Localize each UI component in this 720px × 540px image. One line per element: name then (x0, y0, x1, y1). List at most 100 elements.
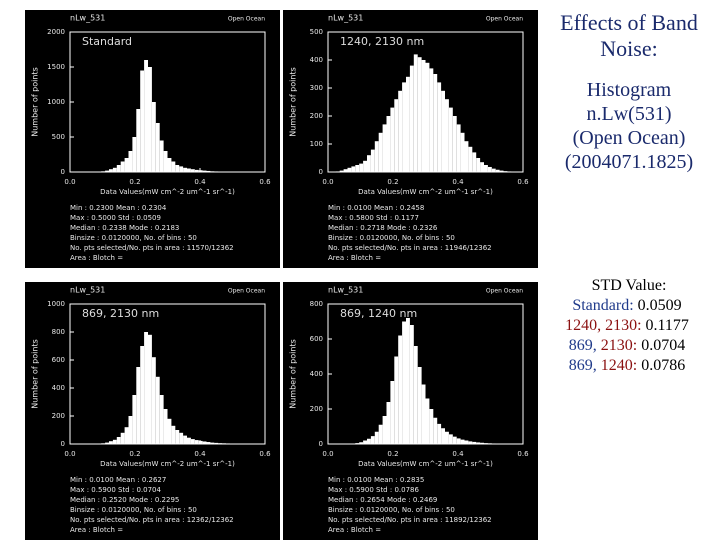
bar (105, 170, 109, 172)
bar (214, 442, 219, 444)
bar (409, 65, 414, 172)
y-tick-label: 800 (310, 300, 323, 308)
panel-subtitle: 1240, 2130 nm (340, 35, 424, 48)
bar (148, 67, 152, 172)
bar (210, 442, 215, 444)
bar (363, 440, 367, 444)
bar (171, 161, 176, 172)
x-tick-label: 0.2 (387, 178, 398, 186)
std-row: Standard: 0.0509 (540, 296, 718, 316)
bar (194, 440, 199, 444)
bar (390, 107, 395, 172)
stats-line: Median : 0.2338 Mode : 0.2183 (70, 224, 179, 232)
bar (140, 346, 145, 444)
bar (480, 442, 484, 444)
stats-line: Max : 0.5900 Std : 0.0786 (328, 486, 419, 494)
plot-frame (69, 31, 266, 173)
bar (167, 418, 172, 444)
stats-line: Median : 0.2718 Mode : 0.2326 (328, 224, 438, 232)
panel-subtitle: 869, 1240 nm (340, 307, 417, 320)
x-tick-label: 0.4 (452, 178, 464, 186)
bar (202, 441, 207, 444)
y-tick-label: 500 (52, 133, 65, 141)
y-tick-label: 0 (319, 440, 323, 448)
bar (425, 398, 430, 444)
panel: nLw_531 Open Ocean 0 200 400 600 800 0.0 0.2 0.4 0… (283, 282, 538, 540)
bar (464, 141, 469, 172)
stats-line: Binsize : 0.0120000, No. of bins : 50 (328, 506, 455, 514)
bar (190, 169, 195, 172)
x-axis-label: Data Values(mW cm^-2 um^-1 sr^-1) (358, 460, 493, 468)
std-label: 869, (568, 337, 597, 354)
panel-subtitle: Standard (82, 35, 132, 48)
bar (124, 158, 129, 172)
bar (402, 82, 406, 172)
panel-title: nLw_531 (328, 14, 363, 23)
x-tick-label: 0.0 (322, 450, 333, 458)
stats-line: No. pts selected/No. pts in area : 11892… (328, 516, 492, 524)
x-tick-label: 0.6 (517, 450, 529, 458)
bar (109, 441, 113, 444)
bar (402, 321, 406, 444)
bar (155, 376, 160, 444)
y-tick-label: 200 (52, 412, 65, 420)
bar (433, 74, 438, 172)
plot-frame (69, 303, 266, 445)
y-axis-label: Number of points (289, 67, 298, 137)
x-axis-label: Data Values(mW cm^-2 um^-1 sr^-1) (100, 460, 235, 468)
bar (128, 416, 133, 444)
bar (382, 416, 387, 444)
bar (409, 325, 414, 444)
std-row: 869, 1240: 0.0786 (540, 356, 718, 376)
bar (448, 107, 453, 172)
bar (179, 432, 184, 444)
y-tick-label: 200 (310, 405, 323, 413)
panel: nLw_531 Open Ocean 0 500 1000 1500 2000 0.0 0.2 0… (25, 10, 280, 268)
x-tick-label: 0.4 (194, 178, 206, 186)
bar (187, 437, 191, 444)
stats-line: Area : Blotch = (70, 526, 123, 534)
y-tick-label: 2000 (47, 28, 65, 36)
bar (464, 440, 469, 444)
bar (394, 99, 399, 172)
stats-line: Area : Blotch = (70, 254, 123, 262)
stats-line: Area : Blotch = (328, 526, 381, 534)
std-value: 0.0509 (637, 297, 682, 314)
bar (370, 436, 375, 444)
y-tick-label: 1000 (47, 300, 65, 308)
y-axis-label: Number of points (289, 339, 298, 409)
description-line: n.Lw(531) (586, 103, 672, 125)
bar (363, 160, 367, 172)
panel: nLw_531 Open Ocean 0 100 200 300 400 500 0.0 0.2 0… (283, 10, 538, 268)
bar (144, 60, 148, 172)
x-tick-label: 0.0 (64, 450, 75, 458)
y-tick-label: 500 (310, 28, 323, 36)
bar (116, 437, 121, 444)
x-axis-label: Data Values(mW cm^-2 um^-1 sr^-1) (358, 188, 493, 196)
y-tick-label: 600 (310, 335, 323, 343)
bar (355, 165, 360, 172)
bar (206, 170, 211, 172)
x-tick-label: 0.2 (129, 450, 140, 458)
bar (425, 62, 430, 172)
bar (491, 168, 496, 172)
bar (421, 60, 426, 172)
bar (378, 132, 383, 172)
bar (151, 357, 156, 444)
bar (433, 417, 438, 444)
bar (367, 155, 371, 172)
y-tick-label: 0 (319, 168, 323, 176)
bar (206, 442, 211, 444)
stats-line: Min : 0.0100 Mean : 0.2835 (328, 476, 424, 484)
stats-line: Max : 0.5900 Std : 0.0704 (70, 486, 161, 494)
bar (159, 395, 164, 444)
panel-region: Open Ocean (486, 16, 523, 23)
bar (175, 165, 180, 172)
bar (359, 442, 364, 444)
bar (398, 90, 403, 172)
bar (198, 170, 203, 172)
bar (151, 102, 156, 172)
bar (382, 124, 387, 172)
bar (456, 124, 461, 172)
std-value: 0.1177 (645, 317, 689, 334)
